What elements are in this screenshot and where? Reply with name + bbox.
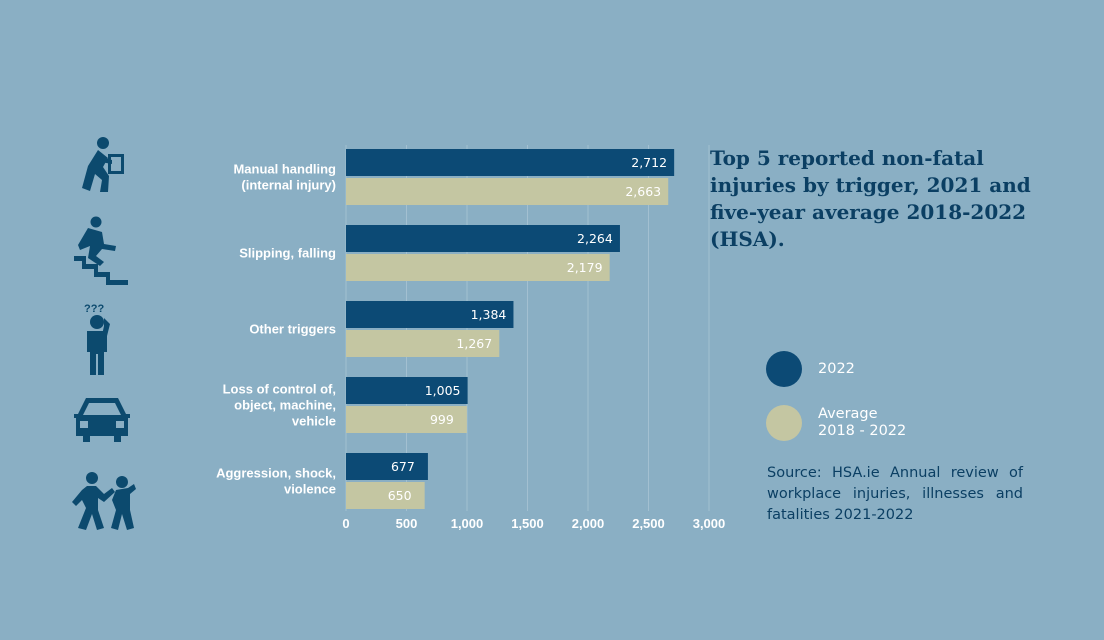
x-tick-label: 500 xyxy=(396,516,418,531)
category-label: Manual handling xyxy=(233,162,336,177)
data-label: 2,264 xyxy=(577,231,613,246)
x-tick-label: 1,500 xyxy=(511,516,544,531)
legend-swatch-2022 xyxy=(766,351,802,387)
bar-average xyxy=(346,178,669,205)
x-tick-label: 0 xyxy=(342,516,349,531)
category-label: (internal injury) xyxy=(241,178,336,193)
chart-title: Top 5 reported non-fatal injuries by tri… xyxy=(710,146,1031,251)
bar-2022 xyxy=(346,453,428,480)
data-label: 1,005 xyxy=(425,383,461,398)
data-label: 2,663 xyxy=(625,184,661,199)
x-axis-ticks: 0 500 1,000 1,500 2,000 2,500 3,000 xyxy=(342,516,725,531)
car-icon xyxy=(74,398,130,442)
category-label: vehicle xyxy=(292,414,336,429)
category-label: Slipping, falling xyxy=(239,246,336,261)
slipping-falling-icon xyxy=(74,216,128,285)
x-tick-label: 3,000 xyxy=(693,516,726,531)
bar-2022 xyxy=(346,149,675,176)
bar-average xyxy=(346,254,610,281)
legend-item-average: Average 2018 - 2022 xyxy=(766,405,906,441)
category-label: object, machine, xyxy=(234,398,336,413)
x-tick-label: 2,000 xyxy=(572,516,605,531)
category-label: Loss of control of, xyxy=(223,382,336,397)
manual-handling-icon xyxy=(82,137,124,192)
bars: 2,712 2,663 2,264 2,179 1,384 1,267 1,005 999 67… xyxy=(346,149,675,509)
legend-label-2022: 2022 xyxy=(818,360,855,377)
legend-item-2022: 2022 xyxy=(766,351,855,387)
bar-average xyxy=(346,330,500,357)
legend-label-average: Average 2018 - 2022 xyxy=(818,406,907,439)
category-label: violence xyxy=(284,482,336,497)
bar-2022 xyxy=(346,377,468,404)
data-label: 1,267 xyxy=(456,336,492,351)
data-label: 677 xyxy=(391,459,415,474)
data-label: 2,712 xyxy=(631,155,667,170)
category-label: Aggression, shock, xyxy=(216,466,336,481)
svg-text:???: ??? xyxy=(84,303,104,315)
bar-2022 xyxy=(346,225,620,252)
legend-swatch-average xyxy=(766,405,802,441)
data-label: 999 xyxy=(430,412,454,427)
confused-person-icon: ??? xyxy=(84,303,110,375)
x-tick-label: 1,000 xyxy=(451,516,484,531)
bar-2022 xyxy=(346,301,514,328)
data-label: 650 xyxy=(388,488,412,503)
x-tick-label: 2,500 xyxy=(632,516,665,531)
data-label: 1,384 xyxy=(471,307,507,322)
category-labels: Manual handling(internal injury) Slipping… xyxy=(216,162,336,497)
category-label: Other triggers xyxy=(249,322,336,337)
data-label: 2,179 xyxy=(567,260,603,275)
bar-average xyxy=(346,406,467,433)
bar-average xyxy=(346,482,425,509)
aggression-icon xyxy=(72,472,136,530)
source-note: Source: HSA.ie Annual review of workplac… xyxy=(767,465,1023,523)
